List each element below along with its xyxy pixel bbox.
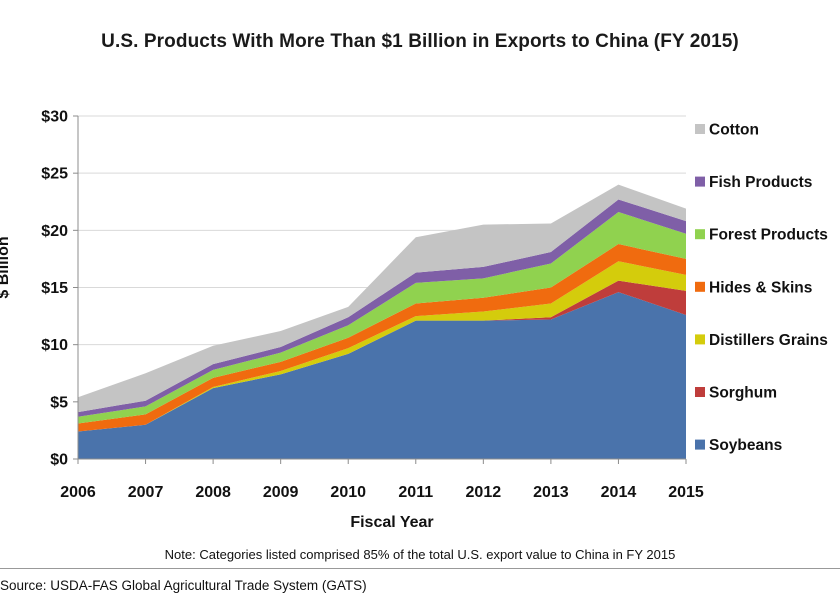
x-tick-label-2012: 2012 bbox=[466, 484, 502, 501]
divider bbox=[0, 568, 840, 569]
area-soybeans bbox=[78, 292, 686, 459]
x-tick-label-2008: 2008 bbox=[195, 484, 231, 501]
y-tick-label-5: $25 bbox=[41, 166, 68, 183]
legend-label-soybeans: Soybeans bbox=[709, 437, 782, 454]
area-fish-products bbox=[78, 199, 686, 417]
area-series bbox=[78, 184, 686, 459]
y-tick-label-1: $5 bbox=[50, 394, 68, 411]
area-hides-skins bbox=[78, 244, 686, 432]
legend-label-sorghum: Sorghum bbox=[709, 385, 777, 402]
source-credit: Source: USDA-FAS Global Agricultural Tra… bbox=[0, 578, 367, 593]
chart-note: Note: Categories listed comprised 85% of… bbox=[164, 547, 676, 562]
y-tick-label-6: $30 bbox=[41, 109, 68, 126]
legend-label-fish-products: Fish Products bbox=[709, 174, 812, 191]
y-tick-labels: $0 $5 $10 $15 $20 $25 $30 bbox=[41, 109, 68, 469]
x-tick-label-2014: 2014 bbox=[601, 484, 637, 501]
y-tick-label-0: $0 bbox=[50, 452, 68, 469]
legend: Cotton Fish Products Forest Products Hides … bbox=[695, 122, 828, 454]
area-distillers-grains bbox=[78, 261, 686, 432]
x-tick-label-2009: 2009 bbox=[263, 484, 299, 501]
legend-swatch-soybeans bbox=[695, 439, 705, 450]
axes bbox=[73, 115, 687, 464]
x-tick-labels: 2006 2007 2008 2009 2010 2011 2012 2013 2014 2015 bbox=[60, 484, 704, 501]
legend-label-hides-skins: Hides & Skins bbox=[709, 279, 812, 296]
x-tick-label-2006: 2006 bbox=[60, 484, 96, 501]
chart-title: U.S. Products With More Than $1 Billion … bbox=[101, 31, 739, 52]
area-cotton bbox=[78, 184, 686, 413]
x-tick-label-2013: 2013 bbox=[533, 484, 569, 501]
x-tick-label-2007: 2007 bbox=[128, 484, 164, 501]
legend-swatch-distillers-grains bbox=[695, 334, 705, 345]
legend-swatch-forest-products bbox=[695, 229, 705, 240]
area-sorghum bbox=[78, 280, 686, 432]
legend-label-distillers-grains: Distillers Grains bbox=[709, 332, 828, 349]
x-axis-title: Fiscal Year bbox=[350, 514, 433, 531]
y-tick-label-4: $20 bbox=[41, 223, 68, 240]
y-tick-label-2: $10 bbox=[41, 337, 68, 354]
x-tick-label-2010: 2010 bbox=[330, 484, 366, 501]
legend-swatch-cotton bbox=[695, 124, 705, 134]
legend-swatch-fish-products bbox=[695, 176, 705, 187]
x-tick-label-2011: 2011 bbox=[398, 484, 433, 501]
legend-swatch-sorghum bbox=[695, 387, 705, 397]
legend-label-forest-products: Forest Products bbox=[709, 227, 828, 244]
y-tick-label-3: $15 bbox=[41, 280, 68, 297]
x-tick-label-2015: 2015 bbox=[668, 484, 704, 501]
legend-swatch-hides-skins bbox=[695, 281, 705, 292]
legend-label-cotton: Cotton bbox=[709, 122, 759, 139]
area-forest-products bbox=[78, 212, 686, 424]
y-axis-title: $ Billion bbox=[0, 236, 12, 298]
